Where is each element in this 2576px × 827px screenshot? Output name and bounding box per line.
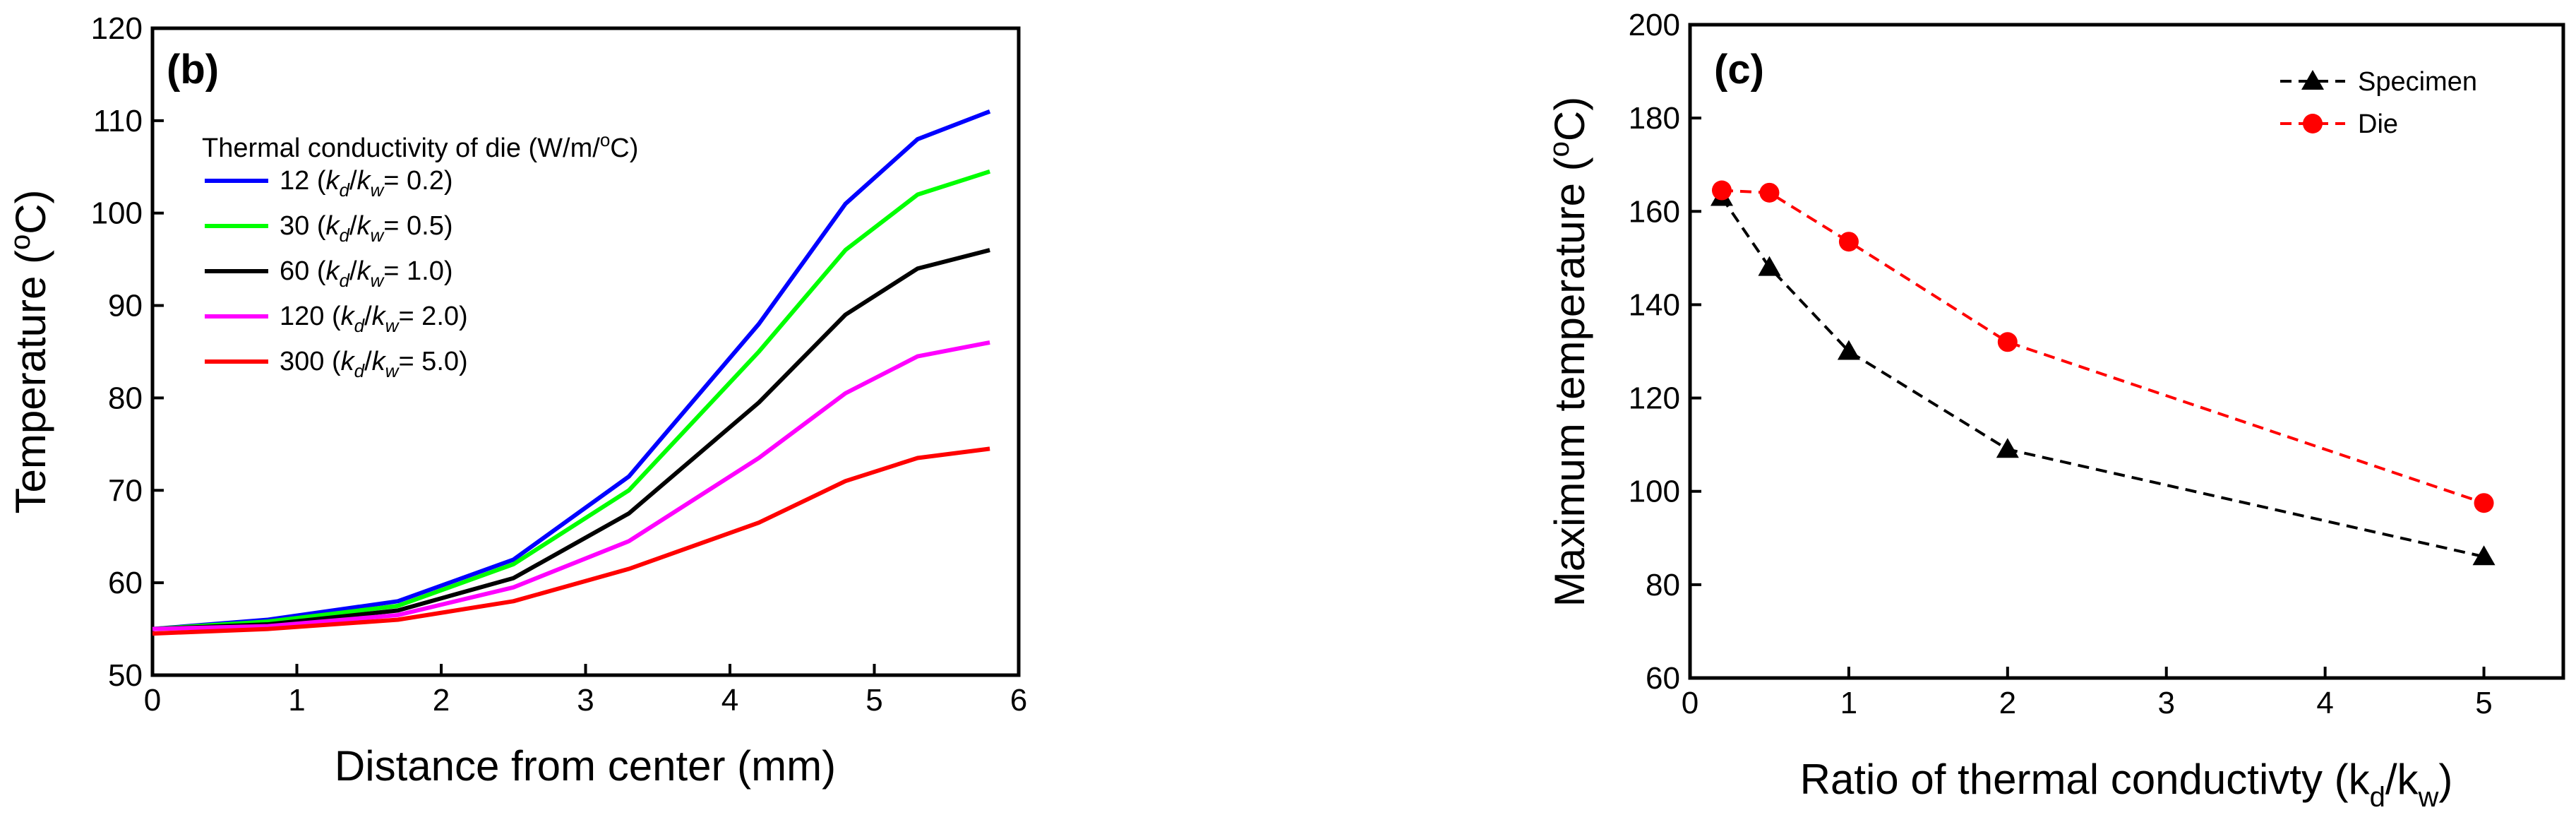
legend-label-60: 60 (kd/kw= 1.0) bbox=[280, 256, 453, 291]
panel-b-y-tick-label: 120 bbox=[91, 11, 143, 46]
panel-c-x-tick-label: 2 bbox=[1999, 686, 2016, 720]
panel-c-x-tick-label: 1 bbox=[1840, 686, 1857, 720]
data-point-die bbox=[2474, 493, 2494, 513]
legend-label-120: 120 (kd/kw= 2.0) bbox=[280, 302, 468, 336]
series-line-die bbox=[1721, 189, 2485, 505]
panel-b-legend: Thermal conductivity of die (W/m/oC) 12 … bbox=[202, 129, 638, 381]
legend-label-specimen: Specimen bbox=[2358, 67, 2477, 97]
panel-b-label: (b) bbox=[167, 47, 219, 93]
legend-label-die: Die bbox=[2358, 109, 2398, 139]
legend-marker-die bbox=[2303, 114, 2323, 133]
panel-b: 0 1 2 3 4 5 6 50 60 70 80 90 100 110 120 (b) Thermal c… bbox=[5, 11, 1027, 790]
panel-c-series bbox=[1710, 180, 2496, 566]
panel-b-ticks: 0 1 2 3 4 5 6 50 60 70 80 90 100 110 120 bbox=[91, 11, 1028, 718]
legend-marker-specimen bbox=[2301, 70, 2324, 90]
data-point-die bbox=[1759, 182, 1780, 203]
panel-b-y-tick-label: 110 bbox=[93, 104, 143, 138]
panel-c-label: (c) bbox=[1714, 47, 1764, 93]
legend-label-300: 300 (kd/kw= 5.0) bbox=[280, 347, 468, 381]
panel-b-x-tick-label: 5 bbox=[865, 683, 882, 718]
panel-b-x-tick-label: 1 bbox=[288, 683, 305, 718]
series-line-specimen bbox=[1720, 196, 2484, 559]
legend-label-12: 12 (kd/kw= 0.2) bbox=[280, 166, 453, 201]
panel-c-y-tick-label: 140 bbox=[1629, 287, 1680, 322]
panel-b-x-axis-title: Distance from center (mm) bbox=[335, 742, 836, 790]
panel-c-y-tick-label: 200 bbox=[1629, 8, 1680, 42]
panel-c-plot-frame bbox=[1688, 23, 2565, 680]
data-point-specimen bbox=[1837, 340, 1860, 360]
data-point-die bbox=[1997, 332, 2018, 352]
panel-b-y-tick-label: 50 bbox=[108, 658, 143, 693]
panel-b-legend-title: Thermal conductivity of die (W/m/oC) bbox=[202, 129, 638, 163]
panel-b-x-tick-label: 2 bbox=[433, 683, 450, 718]
data-point-specimen bbox=[2472, 545, 2496, 566]
panel-b-y-axis-title: Temperature (oC) bbox=[5, 189, 54, 513]
data-point-specimen bbox=[1758, 256, 1781, 276]
panel-b-y-tick-label: 100 bbox=[91, 196, 143, 231]
panel-b-x-tick-label: 3 bbox=[577, 683, 594, 718]
panel-b-y-tick-label: 70 bbox=[108, 473, 143, 508]
panel-c-y-tick-label: 120 bbox=[1629, 381, 1680, 416]
panel-c-x-tick-label: 3 bbox=[2157, 686, 2174, 720]
panel-c-y-tick-label: 80 bbox=[1646, 568, 1680, 602]
panel-c-y-tick-label: 100 bbox=[1629, 475, 1680, 509]
series-line-120 bbox=[152, 340, 990, 631]
panel-c-y-axis-title: Maximum temperature (oC) bbox=[1544, 97, 1593, 607]
panel-c-ticks: 0 1 2 3 4 5 60 80 100 120 140 160 180 200 bbox=[1629, 8, 2493, 720]
panel-c-y-tick-label: 160 bbox=[1629, 194, 1680, 229]
panel-b-x-tick-label: 6 bbox=[1010, 683, 1027, 718]
data-point-specimen bbox=[1996, 438, 2019, 458]
panel-c-x-axis-title: Ratio of thermal conductivty (kd/kw) bbox=[1800, 756, 2453, 813]
panel-c-x-tick-label: 4 bbox=[2316, 686, 2333, 720]
panel-b-x-tick-label: 0 bbox=[144, 683, 161, 718]
panel-c-y-tick-label: 60 bbox=[1646, 661, 1680, 696]
panel-b-y-tick-label: 80 bbox=[108, 381, 143, 415]
legend-label-30: 30 (kd/kw= 0.5) bbox=[280, 211, 453, 246]
panel-c-y-tick-label: 180 bbox=[1629, 101, 1680, 136]
panel-b-x-tick-label: 4 bbox=[721, 683, 738, 718]
panel-c-legend: Specimen Die bbox=[2280, 67, 2477, 139]
panel-b-y-tick-label: 90 bbox=[108, 289, 143, 323]
series-line-300 bbox=[152, 446, 990, 636]
data-point-die bbox=[1838, 232, 1859, 252]
panel-b-series bbox=[152, 109, 991, 636]
series-line-12 bbox=[152, 109, 991, 631]
panel-b-y-tick-label: 60 bbox=[108, 566, 143, 600]
panel-c-x-tick-label: 5 bbox=[2475, 686, 2492, 720]
data-point-die bbox=[1711, 180, 1732, 201]
series-line-60 bbox=[152, 248, 990, 631]
panel-c-x-tick-label: 0 bbox=[1682, 686, 1699, 720]
panel-c: 0 1 2 3 4 5 60 80 100 120 140 160 180 200 (c) Specime… bbox=[1544, 8, 2565, 813]
series-line-30 bbox=[152, 169, 991, 631]
